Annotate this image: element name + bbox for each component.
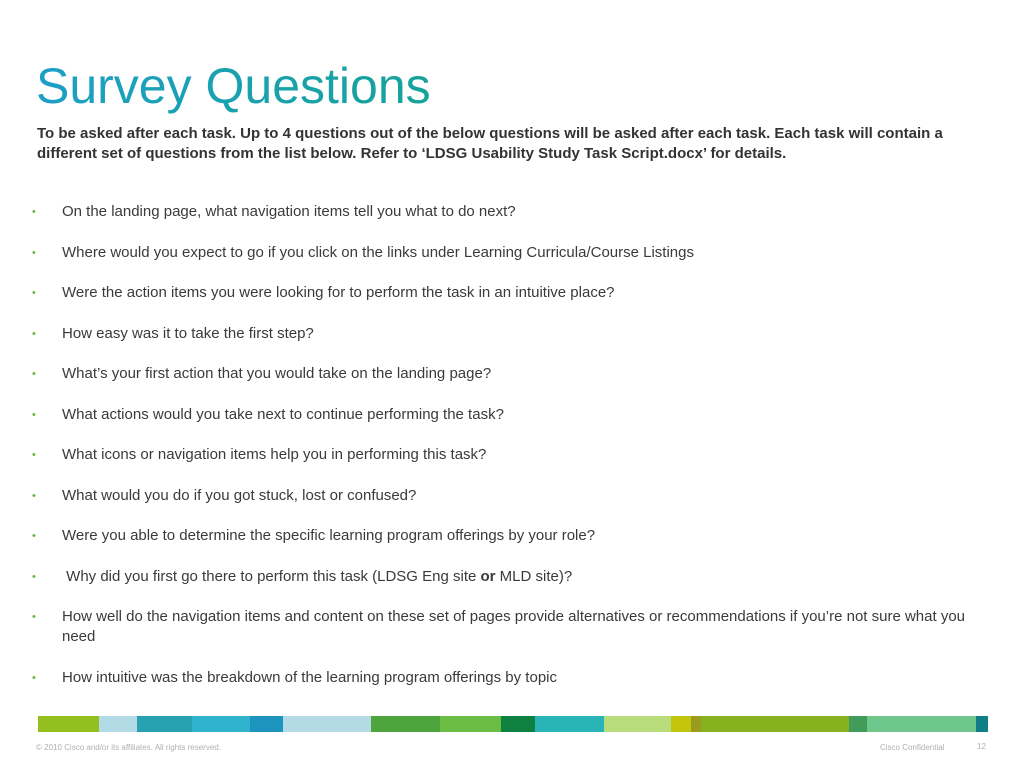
question-text: On the landing page, what navigation ite… [62,203,516,220]
color-bar-segment [867,716,977,732]
question-item: • What actions would you take next to con… [29,405,989,425]
question-item: • Were the action items you were looking … [29,283,989,303]
footer-color-bar [38,716,988,732]
color-bar-segment [283,716,371,732]
question-text: How easy was it to take the first step? [62,324,314,342]
color-bar-segment [849,716,868,732]
question-item: • Were you able to determine the specific… [29,526,989,546]
bullet-icon: • [32,489,36,502]
color-bar-segment [604,716,672,732]
question-item: • How well do the navigation items and co… [29,607,989,647]
bullet-icon: • [32,287,36,299]
question-text: What’s your first action that you would … [62,365,492,382]
question-text: How well do the navigation items and con… [62,608,966,645]
page-number: 12 [977,742,986,751]
color-bar-segment [99,716,137,732]
color-bar-segment [38,716,100,732]
question-text: What icons or navigation items help you … [62,446,487,463]
question-text: Why did you first go there to perform th… [62,567,481,585]
color-bar-segment [671,716,692,732]
question-list: • On the landing page, what navigation it… [29,202,989,688]
question-item: • What icons or navigation items help you… [29,445,989,465]
color-bar-segment [701,716,850,732]
question-text: MLD site)? [495,567,573,585]
color-bar-segment [249,716,284,732]
bullet-icon: • [32,671,36,684]
bullet-icon: • [32,449,36,461]
question-item: • Where would you expect to go if you cli… [29,243,989,263]
color-bar-segment [501,716,535,732]
bullet-icon: • [32,206,36,218]
question-item: • Why did you first go there to perform … [29,567,989,587]
bullet-icon: • [32,530,36,542]
color-bar-segment [192,716,250,732]
slide-title: Survey Questions [36,58,431,114]
bullet-icon: • [32,570,36,583]
question-item: • How easy was it to take the first step? [29,324,989,344]
question-item: • What’s your first action that you would… [29,364,989,384]
question-text: Where would you expect to go if you clic… [62,243,694,261]
bullet-icon: • [32,327,36,340]
color-bar-segment [136,716,193,732]
question-text: Were you able to determine the specific … [62,527,596,544]
bullet-icon: • [32,246,36,259]
confidential-label: Cisco Confidential [880,743,945,752]
question-item: • What would you do if you got stuck, los… [29,486,989,506]
question-text: Were the action items you were looking f… [62,284,615,301]
color-bar-segment [691,716,702,732]
color-bar-segment [534,716,605,732]
question-text: What would you do if you got stuck, lost… [62,486,417,504]
color-bar-segment [370,716,440,732]
intro-text: To be asked after each task. Up to 4 que… [37,125,943,162]
question-text: What actions would you take next to cont… [62,405,504,423]
bullet-icon: • [32,611,36,623]
question-item: • How intuitive was the breakdown of the … [29,668,989,688]
question-emphasis: or [480,567,496,585]
question-item: • On the landing page, what navigation it… [29,202,989,222]
color-bar-segment [976,716,988,732]
bullet-icon: • [32,368,36,380]
copyright-text: © 2010 Cisco and/or its affiliates. All … [36,743,221,752]
color-bar-segment [439,716,502,732]
question-text: How intuitive was the breakdown of the l… [62,668,557,686]
bullet-icon: • [32,408,36,421]
